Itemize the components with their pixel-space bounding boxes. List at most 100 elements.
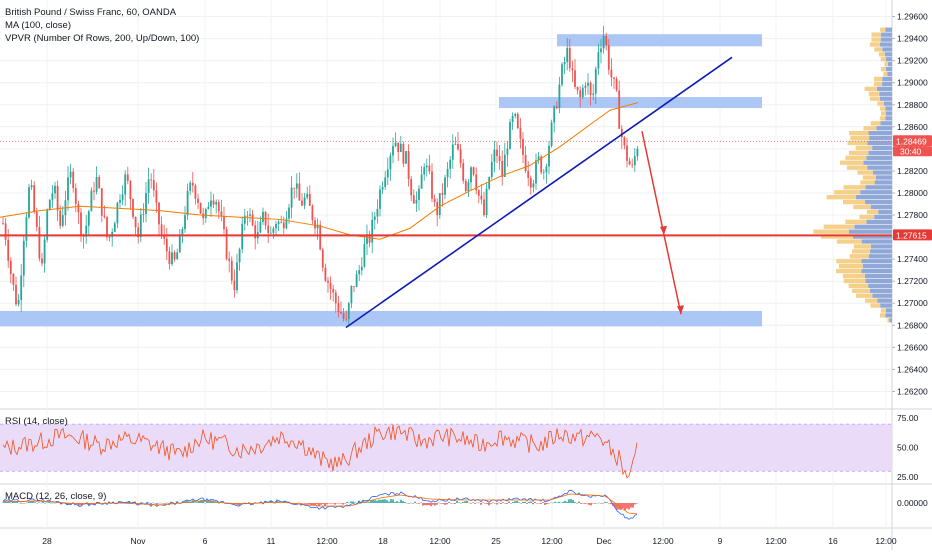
macd-histogram-bar (140, 502, 142, 503)
price-tick-label: 1.28600 (897, 122, 928, 132)
candle-body (199, 202, 202, 214)
candle-body (480, 195, 483, 200)
candle-body (576, 86, 579, 91)
macd-histogram-bar (396, 501, 398, 503)
macd-histogram-bar (198, 501, 200, 503)
candle-body (269, 232, 272, 234)
macd-histogram-bar (392, 499, 394, 503)
macd-histogram-bar (456, 500, 458, 503)
candle-body (519, 127, 522, 139)
candle-body (324, 267, 327, 281)
volume-bar-up (869, 96, 880, 101)
candle-body (332, 289, 335, 293)
volume-bar-up (849, 131, 869, 136)
time-tick-label: Dec (596, 536, 612, 546)
macd-histogram-bar (532, 503, 534, 505)
candle-body (61, 215, 64, 226)
macd-histogram-bar (488, 503, 490, 506)
volume-bar-up (821, 234, 853, 239)
macd-histogram-bar (388, 501, 390, 503)
macd-histogram-bar (410, 502, 412, 504)
macd-histogram-bar (622, 503, 624, 509)
candle-body (558, 84, 561, 108)
candle-body (353, 286, 355, 287)
price-axis: 1.29600 1.29400 1.29200 1.29000 1.28800 1.286… (892, 12, 928, 396)
macd-histogram-bar (440, 503, 442, 504)
volume-bar-down (882, 76, 892, 82)
candle-body (454, 143, 457, 145)
candle-body (540, 156, 543, 173)
macd-histogram-bar (242, 502, 244, 504)
macd-histogram-bar (378, 499, 380, 503)
candle-body (602, 35, 605, 49)
volume-bar-up (880, 57, 886, 62)
volume-bar-down (868, 254, 892, 259)
macd-histogram-bar (400, 499, 402, 503)
price-tick-label: 1.29200 (897, 56, 928, 66)
macd-histogram-bar (490, 503, 492, 504)
macd-histogram-bar (414, 501, 416, 503)
price-tick-label: 1.28000 (897, 188, 928, 198)
macd-histogram-bar (398, 502, 400, 503)
macd-histogram-bar (496, 503, 498, 505)
macd-histogram-bar (530, 501, 532, 503)
macd-histogram-bar (586, 503, 588, 504)
volume-bar-up (848, 150, 869, 156)
macd-histogram-bar (314, 503, 316, 506)
macd-histogram-bar (596, 502, 598, 504)
candle-body (106, 216, 108, 238)
macd-histogram-bar (432, 503, 434, 505)
macd-histogram-bar (482, 502, 484, 504)
macd-histogram-bar (380, 499, 382, 503)
macd-histogram-bar (46, 502, 48, 503)
volume-bar-up (874, 76, 883, 82)
candle-body (303, 197, 306, 206)
candle-body (568, 47, 571, 69)
volume-bar-up (868, 91, 880, 96)
candle-body (295, 183, 298, 189)
macd-histogram-bar (322, 503, 324, 504)
macd-histogram-bar (90, 503, 92, 504)
price-tick-label: 1.27200 (897, 276, 928, 286)
macd-histogram-bar (10, 502, 12, 504)
candle-body (147, 179, 150, 193)
macd-histogram-bar (560, 502, 562, 504)
price-tick-label: 1.27800 (897, 210, 928, 220)
candle-body (490, 161, 493, 178)
macd-histogram-bar (342, 503, 344, 505)
macd-histogram-bar (406, 502, 408, 504)
volume-bar-down (879, 91, 892, 96)
volume-bar-up (865, 298, 878, 303)
volume-bar-up (871, 37, 881, 42)
candle-body (134, 216, 137, 228)
candle-body (223, 216, 225, 230)
macd-histogram-bar (468, 502, 470, 504)
volume-bar-down (885, 57, 892, 62)
candle-body (251, 214, 254, 226)
candle-body (529, 177, 532, 188)
volume-bar-up (881, 111, 886, 116)
macd-histogram-bar (510, 503, 512, 504)
candle-body (535, 160, 537, 184)
candle-body (93, 190, 95, 192)
candle-body (371, 219, 374, 243)
time-axis: 28 Nov 6 11 12:00 18 12:00 25 12:00 Dec 12:00 9 12:0… (42, 536, 897, 546)
candle-body (67, 177, 69, 201)
volume-bar-down (885, 313, 892, 318)
candle-body (350, 286, 353, 304)
price-tick-label: 1.28800 (897, 100, 928, 110)
candle-body (132, 199, 134, 217)
macd-histogram-bar (630, 503, 632, 508)
resistance-zone-1 (557, 34, 762, 47)
volume-bar-down (872, 145, 892, 151)
candle-body (628, 160, 631, 165)
resistance-zone-3 (0, 310, 762, 327)
candle-body (496, 149, 498, 157)
candle-body (243, 215, 246, 224)
candle-body (7, 239, 10, 261)
candle-body (620, 128, 623, 138)
macd-histogram-bar (320, 503, 322, 505)
volume-bar-down (866, 219, 892, 224)
macd-histogram-bar (430, 503, 432, 507)
